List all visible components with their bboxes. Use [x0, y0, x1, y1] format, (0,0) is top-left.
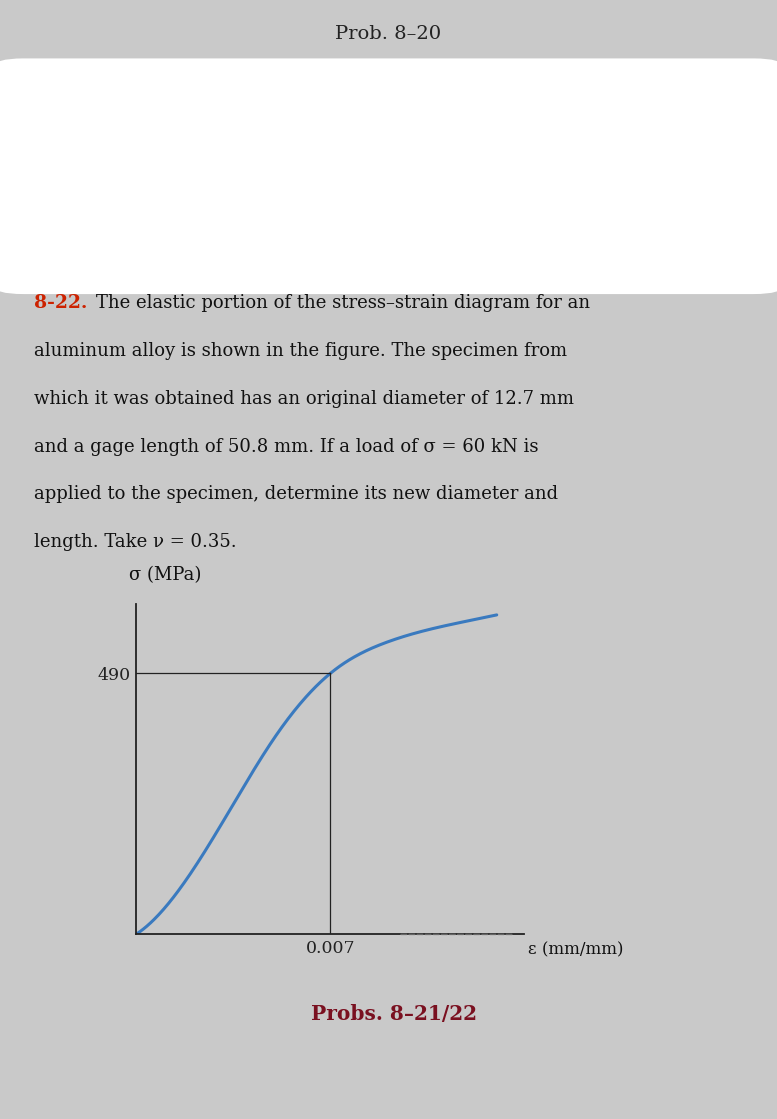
- Text: which it was obtained has an original diameter of 12.7 mm: which it was obtained has an original di…: [34, 389, 574, 407]
- Text: Probs. 8–21/22: Probs. 8–21/22: [311, 1005, 477, 1024]
- Text: applied to the specimen, determine its new diameter and: applied to the specimen, determine its n…: [34, 486, 559, 504]
- Text: ε (mm/mm): ε (mm/mm): [528, 942, 624, 959]
- FancyBboxPatch shape: [0, 58, 777, 294]
- Text: σ (MPa): σ (MPa): [129, 566, 201, 584]
- Text: length. Take ν = 0.35.: length. Take ν = 0.35.: [34, 534, 237, 552]
- Text: and a gage length of 50.8 mm. If a load of σ = 60 kN is: and a gage length of 50.8 mm. If a load …: [34, 438, 538, 455]
- Text: Prob. 8–20: Prob. 8–20: [336, 25, 441, 43]
- Text: aluminum alloy is shown in the figure. The specimen from: aluminum alloy is shown in the figure. T…: [34, 341, 567, 359]
- Text: The elastic portion of the stress–strain diagram for an: The elastic portion of the stress–strain…: [96, 293, 591, 311]
- Text: 8-22.: 8-22.: [34, 293, 88, 311]
